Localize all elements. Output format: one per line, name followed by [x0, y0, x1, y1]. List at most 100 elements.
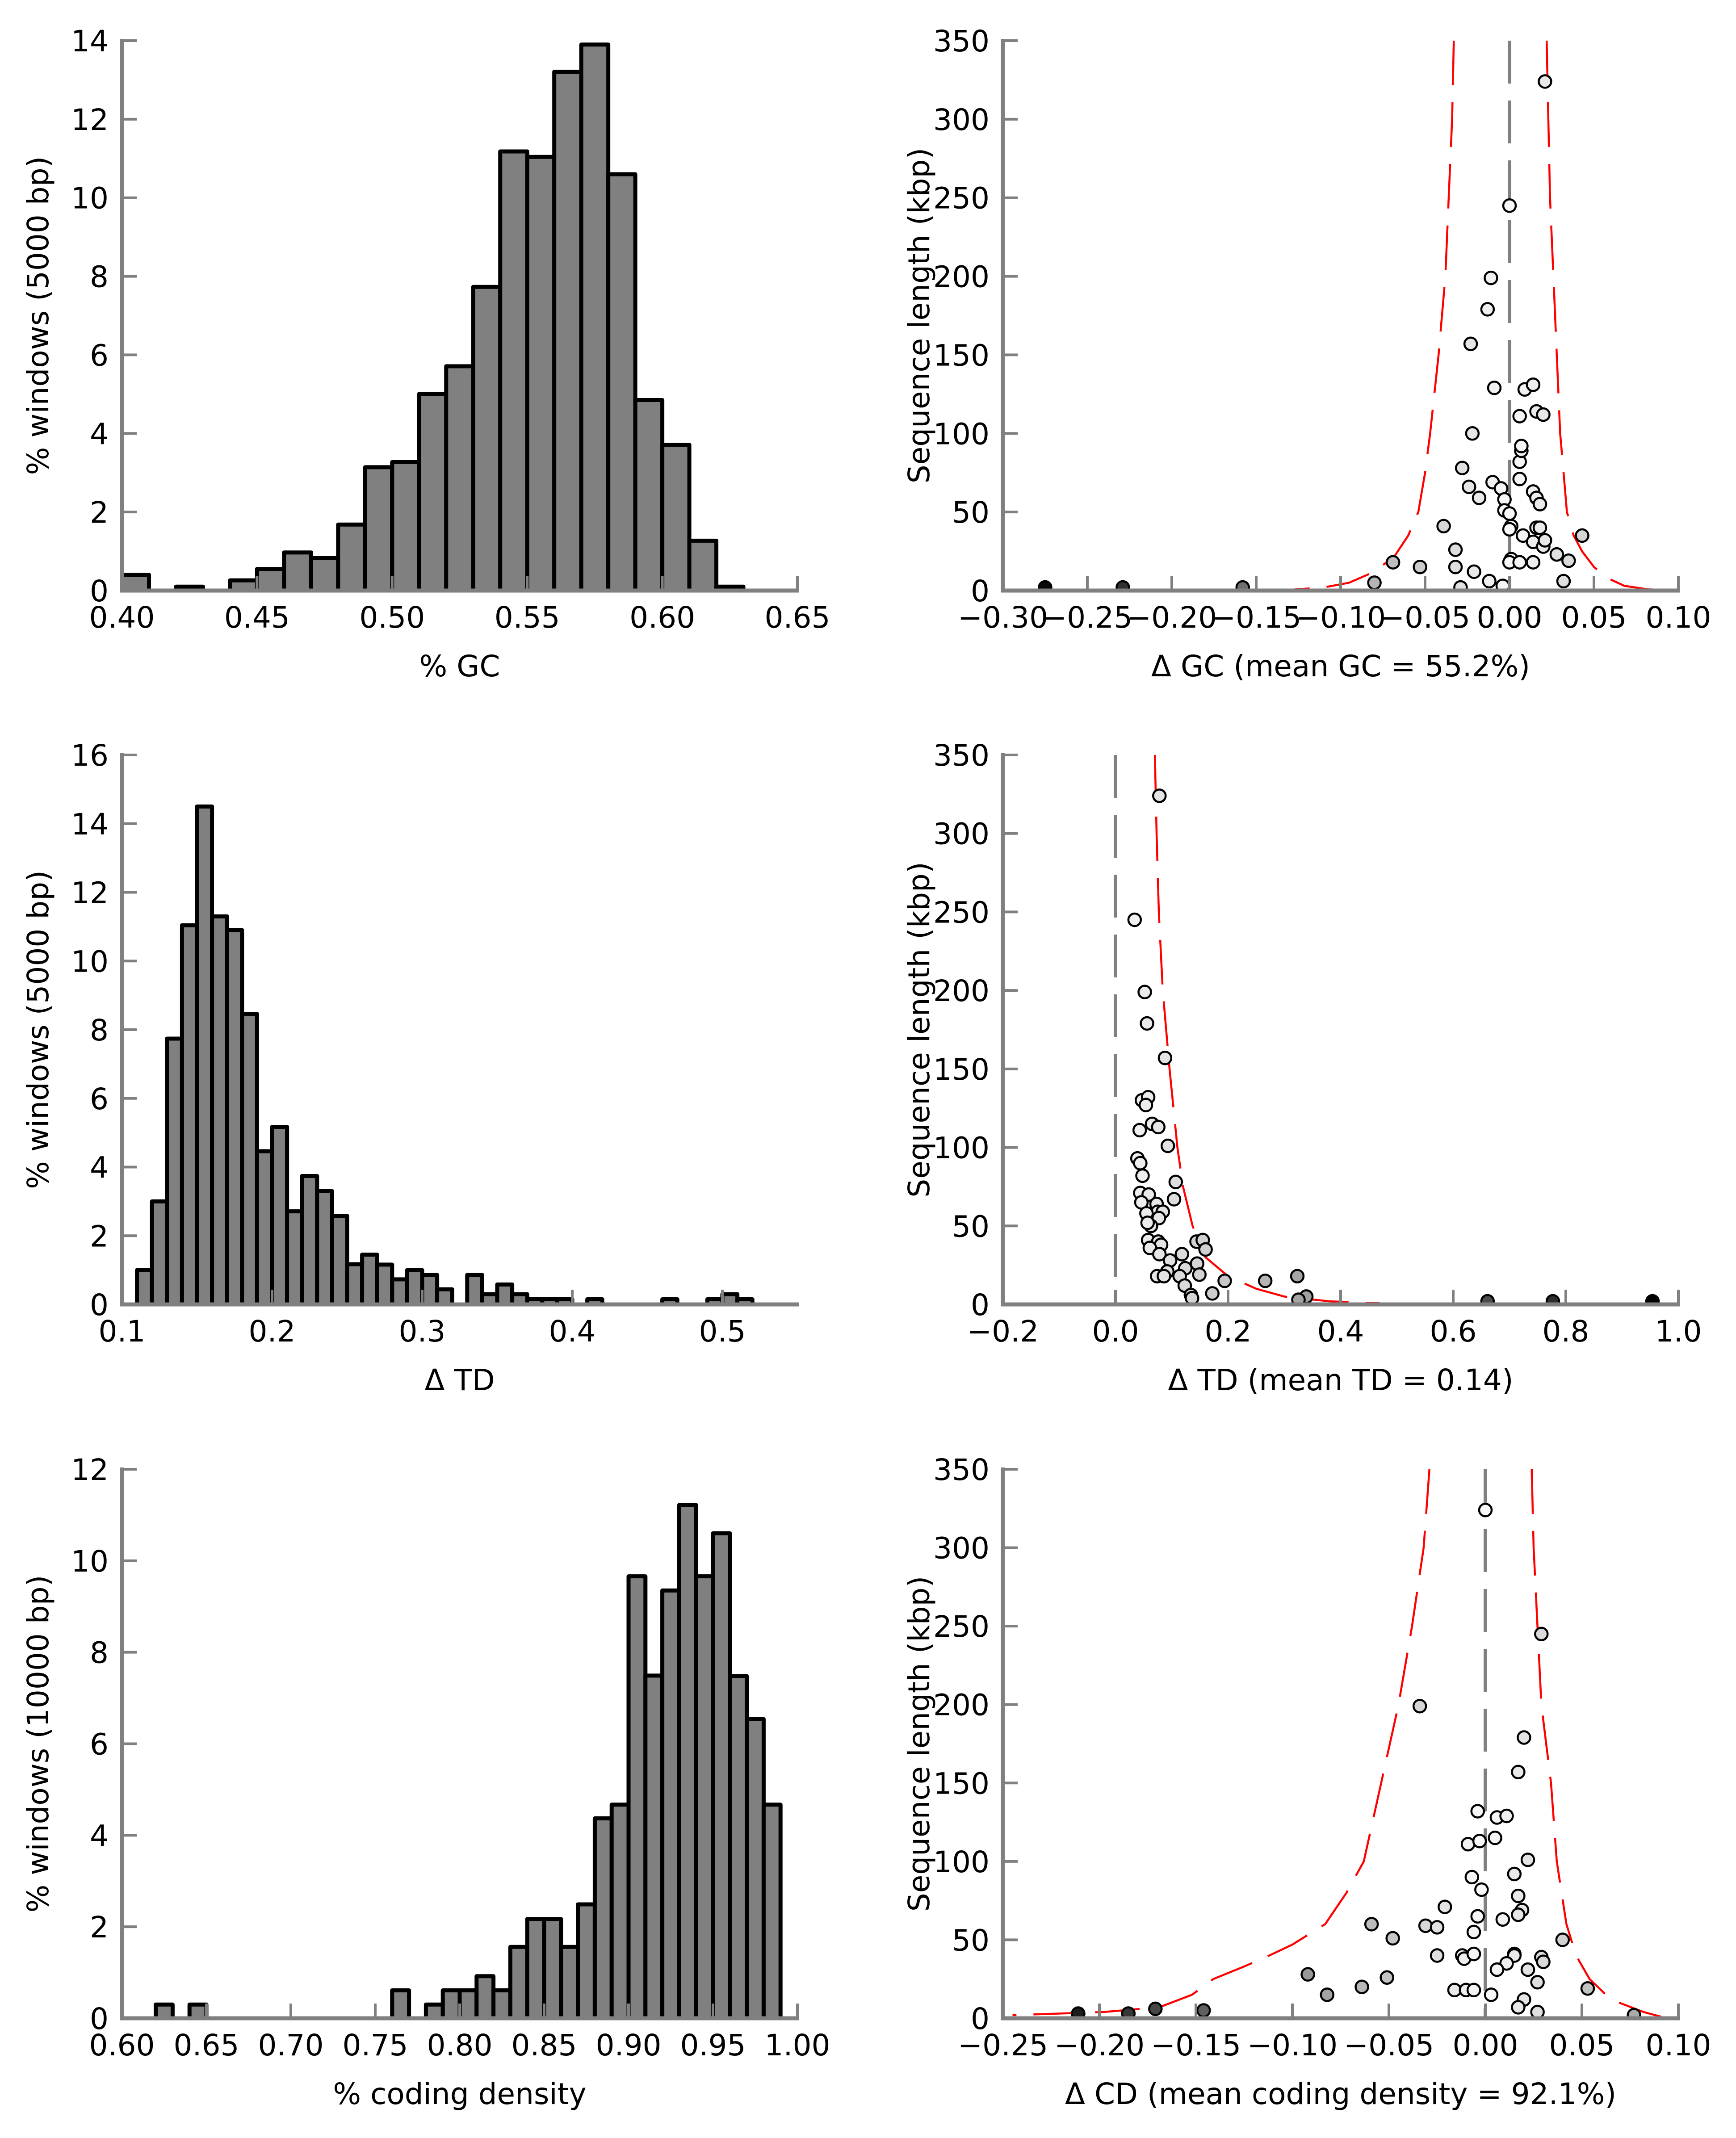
plot-area: [135, 804, 755, 1304]
x-tick-label: 0.40: [89, 600, 155, 635]
x-tick-label: 1.00: [765, 2028, 830, 2063]
histogram-bar: [150, 1199, 169, 1304]
histogram-bar: [225, 928, 244, 1304]
scatter-point: [1520, 1962, 1535, 1977]
scatter-point: [1482, 574, 1497, 589]
x-axis-title: Δ TD: [424, 1363, 495, 1397]
y-tick-label: 2: [90, 1219, 109, 1253]
x-tick-label: 0.05: [1561, 600, 1627, 635]
scatter-point: [1448, 542, 1463, 557]
axes: 0 50 100 150 200 250 300 350 −0.25 −0.20 −0.15 −0.1…: [933, 1453, 1711, 2063]
histogram-bar: [444, 364, 475, 591]
y-tick-label: 250: [933, 181, 990, 216]
scatter-point: [1495, 1912, 1510, 1927]
plot-area: [1114, 755, 1660, 1304]
histogram-bar: [363, 465, 394, 591]
scatter-point: [1160, 1138, 1175, 1153]
y-tick-label: 4: [90, 1151, 109, 1185]
scatter-point: [1132, 1123, 1147, 1138]
histogram-bar: [609, 1803, 631, 2018]
scatter-point: [1472, 490, 1487, 505]
scatter-point: [1536, 1954, 1551, 1969]
x-tick-label: 0.2: [249, 1314, 296, 1349]
x-tick-label: −0.15: [1151, 2028, 1241, 2063]
scatter-point: [1556, 574, 1571, 589]
y-tick-label: 150: [933, 1052, 990, 1087]
histogram-bar: [424, 2002, 445, 2018]
scatter-point: [1455, 461, 1470, 475]
scatter-point: [1448, 559, 1463, 574]
panel-td-histogram: 0 2 4 6 8 10 12 14 16 0.1 0.2 0.3 0.4 0.5 Δ TD % window…: [21, 738, 799, 1397]
x-tick-label: 0.10: [1646, 2028, 1711, 2063]
x-tick-label: 0.55: [495, 600, 560, 635]
histogram-bar: [633, 398, 665, 591]
histogram-bar: [435, 1287, 454, 1304]
scatter-point: [1645, 1294, 1660, 1304]
x-tick-label: 0.50: [359, 600, 425, 635]
scatter-point: [1575, 528, 1589, 543]
scatter-point: [1466, 1983, 1481, 1998]
y-tick-label: 6: [90, 1082, 109, 1116]
x-tick-label: 0.1: [99, 1314, 146, 1349]
histogram-bar: [135, 1268, 154, 1304]
histogram-bar: [711, 1531, 732, 2018]
scatter-point: [1413, 559, 1427, 574]
scatter-point: [1138, 1098, 1153, 1112]
scatter-point: [1512, 472, 1527, 486]
scatter-point: [1462, 479, 1476, 495]
histogram-bar: [508, 1945, 529, 2018]
scatter-point: [1538, 74, 1552, 89]
scatter-point: [1364, 1917, 1379, 1932]
x-tick-label: 0.4: [1317, 1314, 1364, 1349]
scatter-point: [1480, 1294, 1495, 1304]
histogram-bar: [360, 1253, 379, 1304]
histogram-bar: [660, 443, 692, 591]
y-tick-label: 300: [933, 817, 990, 851]
x-tick-label: −0.25: [1042, 600, 1132, 635]
y-tick-label: 8: [90, 260, 109, 294]
x-tick-label: −0.10: [1247, 2028, 1338, 2063]
scatter-point: [1466, 1924, 1481, 1940]
histogram-bar: [626, 1574, 648, 2018]
scatter-point: [1453, 580, 1468, 591]
y-tick-label: 4: [90, 417, 109, 451]
plot-area: [154, 1503, 783, 2018]
panel-gc-histogram: 0 2 4 6 8 10 12 14 0.40 0.45 0.50 0.55 0.60 0.65 % GC%…: [21, 24, 830, 683]
histogram-bar: [180, 923, 199, 1304]
x-tick-label: −0.30: [958, 600, 1048, 635]
histogram-bar: [471, 285, 503, 591]
scatter-point: [1140, 1216, 1155, 1230]
y-tick-label: 10: [71, 1544, 109, 1579]
scatter-point: [1532, 520, 1547, 535]
scatter-point: [1536, 407, 1551, 422]
histogram-bar: [330, 1214, 349, 1304]
histogram-bar: [375, 1262, 394, 1304]
scatter-point: [1465, 426, 1480, 441]
x-tick-label: 0.90: [596, 2028, 662, 2063]
scatter-point: [1561, 553, 1576, 568]
scatter-point: [1464, 1870, 1480, 1885]
scatter-point: [1198, 1242, 1213, 1257]
histogram-bar: [390, 460, 421, 591]
x-tick-label: −0.10: [1296, 600, 1386, 635]
histogram-bar: [390, 1988, 411, 2018]
scatter-point: [1152, 1247, 1167, 1262]
x-tick-label: 0.65: [174, 2028, 239, 2063]
scatter-point: [1545, 1294, 1560, 1304]
scatter-point: [1466, 1946, 1481, 1962]
scatter-point: [1412, 1698, 1427, 1714]
scatter-point: [1291, 1292, 1306, 1304]
x-tick-label: −0.25: [958, 2028, 1048, 2063]
x-axis-title: % GC: [419, 649, 500, 683]
scatter-point: [1430, 1920, 1445, 1935]
y-tick-label: 0: [971, 574, 990, 608]
y-tick-label: 14: [71, 24, 109, 59]
x-tick-label: −0.20: [1054, 2028, 1145, 2063]
scatter-point: [1530, 1975, 1545, 1990]
scatter-point: [1385, 1931, 1400, 1946]
x-axis-title: % coding density: [333, 2077, 586, 2111]
scatter-point: [1290, 1269, 1305, 1283]
scatter-point: [1174, 1247, 1189, 1262]
scatter-point: [1151, 1119, 1166, 1135]
y-tick-label: 350: [933, 24, 990, 59]
